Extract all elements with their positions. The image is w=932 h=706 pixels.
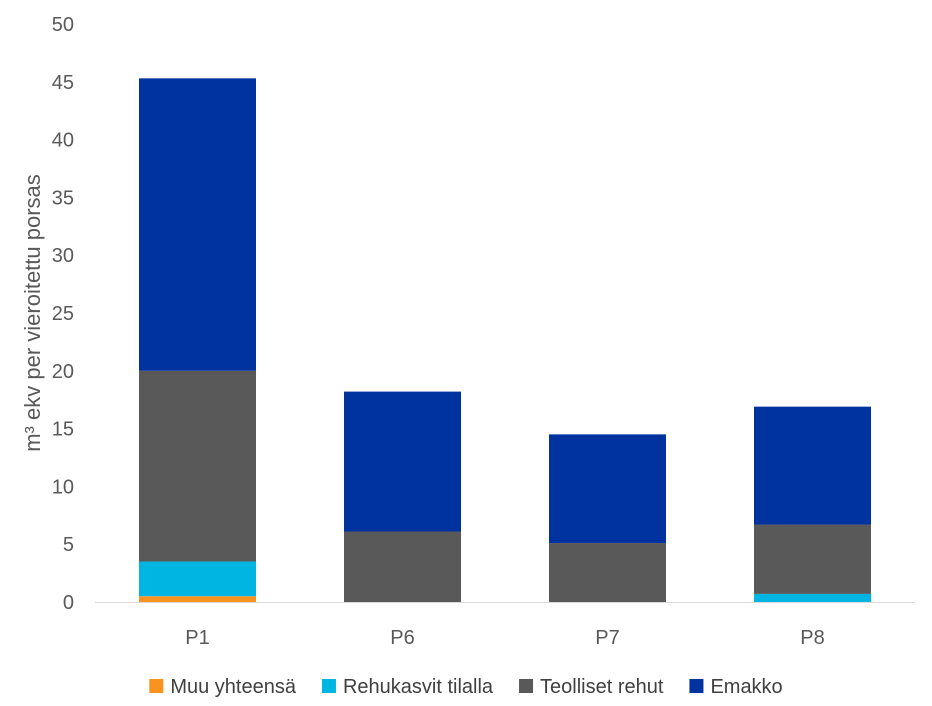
bar-p6-emakko — [344, 391, 461, 532]
bar-p1-emakko — [139, 78, 256, 371]
bar-p8-rehukasvit-tilalla — [754, 593, 871, 602]
legend-item-rehukasvit-tilalla: Rehukasvit tilalla — [321, 676, 494, 698]
bars-group — [139, 78, 871, 602]
x-tick-label-p1: P1 — [185, 627, 209, 649]
y-tick-label-45: 45 — [52, 72, 74, 94]
legend-swatch-emakko — [689, 679, 704, 693]
y-tick-label-30: 30 — [52, 245, 74, 267]
legend: Muu yhteensä Rehukasvit tilalla Teolliset … — [149, 676, 783, 698]
bar-p1-rehukasvit-tilalla — [139, 561, 256, 597]
y-tick-label-15: 15 — [52, 419, 74, 441]
legend-label-rehukasvit-tilalla: Rehukasvit tilalla — [343, 676, 494, 698]
y-tick-label-20: 20 — [52, 361, 74, 383]
y-tick-label-10: 10 — [52, 476, 74, 498]
x-tick-label-p7: P7 — [595, 627, 619, 649]
y-tick-label-25: 25 — [52, 303, 74, 325]
bar-p7-emakko — [549, 434, 666, 544]
y-tick-label-50: 50 — [52, 14, 74, 36]
legend-swatch-rehukasvit-tilalla — [321, 679, 336, 693]
legend-label-teolliset-rehut: Teolliset rehut — [540, 676, 664, 698]
legend-swatch-teolliset-rehut — [519, 679, 534, 693]
legend-swatch-muu-yhteensa — [149, 679, 164, 693]
y-tick-label-35: 35 — [52, 187, 74, 209]
legend-label-emakko: Emakko — [710, 676, 782, 698]
bar-p1-muu-yhteensa — [139, 596, 256, 602]
y-axis-ticks: 0 5 10 15 20 25 30 35 40 45 50 — [52, 14, 74, 614]
legend-item-emakko: Emakko — [689, 676, 783, 698]
y-tick-label-0: 0 — [63, 592, 74, 614]
bar-p8-teolliset-rehut — [754, 524, 871, 594]
y-tick-label-5: 5 — [63, 534, 74, 556]
legend-label-muu-yhteensa: Muu yhteensä — [170, 676, 297, 698]
bar-p7-teolliset-rehut — [549, 543, 666, 602]
y-tick-label-40: 40 — [52, 130, 74, 152]
y-axis-title: m³ ekv per vieroitettu porsas — [20, 174, 45, 452]
bar-p1-teolliset-rehut — [139, 370, 256, 562]
x-tick-label-p6: P6 — [390, 627, 414, 649]
x-axis-ticks: P1 P6 P7 P8 — [185, 627, 824, 649]
legend-item-muu-yhteensa: Muu yhteensä — [149, 676, 297, 698]
legend-item-teolliset-rehut: Teolliset rehut — [519, 676, 664, 698]
x-tick-label-p8: P8 — [800, 627, 824, 649]
bar-p6-teolliset-rehut — [344, 531, 461, 602]
bar-p8-emakko — [754, 406, 871, 525]
